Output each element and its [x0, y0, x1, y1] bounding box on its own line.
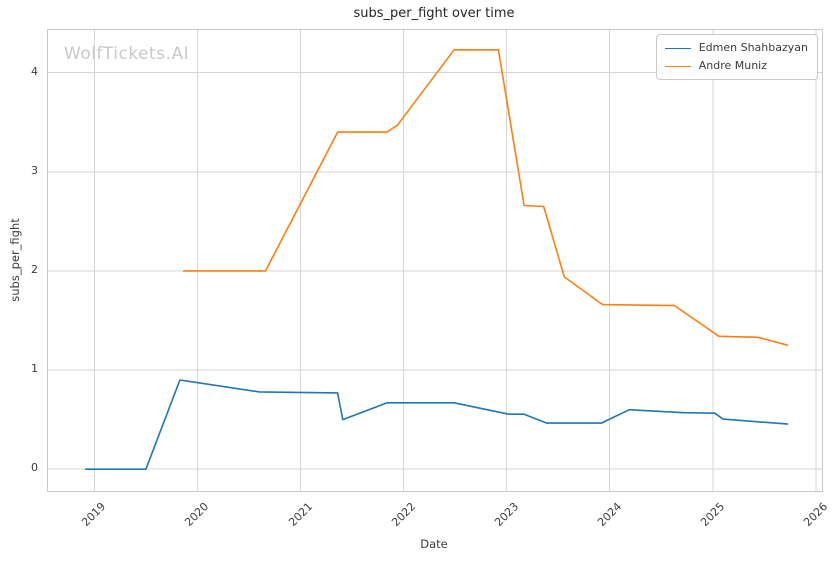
y-tick-label: 2 [31, 262, 38, 276]
plot-canvas [48, 30, 822, 491]
x-tick-label: 2020 [182, 500, 212, 529]
legend: Edmen Shahbazyan Andre Muniz [655, 34, 818, 80]
y-tick-label: 0 [31, 461, 38, 475]
legend-line-swatch [664, 47, 691, 49]
x-tick-label: 2021 [285, 500, 315, 529]
y-tick-label: 4 [31, 64, 38, 78]
x-tick-label: 2025 [697, 500, 727, 529]
legend-label: Edmen Shahbazyan [698, 41, 808, 54]
chart-title: subs_per_fight over time [353, 6, 515, 21]
x-tick-label: 2019 [79, 500, 109, 529]
y-tick-label: 3 [31, 163, 38, 177]
x-tick-label: 2022 [388, 500, 418, 529]
y-tick-label: 1 [31, 362, 38, 376]
plot-area: WolfTickets.AI Edmen Shahbazyan Andre Mun… [47, 29, 823, 492]
y-axis-label: subs_per_fight [8, 218, 22, 302]
series-line-andre-muniz [183, 48, 789, 347]
x-tick-label: 2024 [594, 500, 624, 529]
legend-label: Andre Muniz [698, 59, 768, 72]
series-line-edmen-shahbazyan [85, 379, 789, 471]
legend-item-edmen-shahbazyan: Edmen Shahbazyan [664, 41, 808, 55]
legend-line-swatch [664, 65, 691, 67]
x-axis-label: Date [420, 537, 448, 551]
x-tick-label: 2023 [491, 500, 521, 529]
legend-item-andre-muniz: Andre Muniz [664, 59, 808, 73]
watermark: WolfTickets.AI [64, 44, 190, 64]
x-tick-label: 2026 [801, 500, 831, 529]
